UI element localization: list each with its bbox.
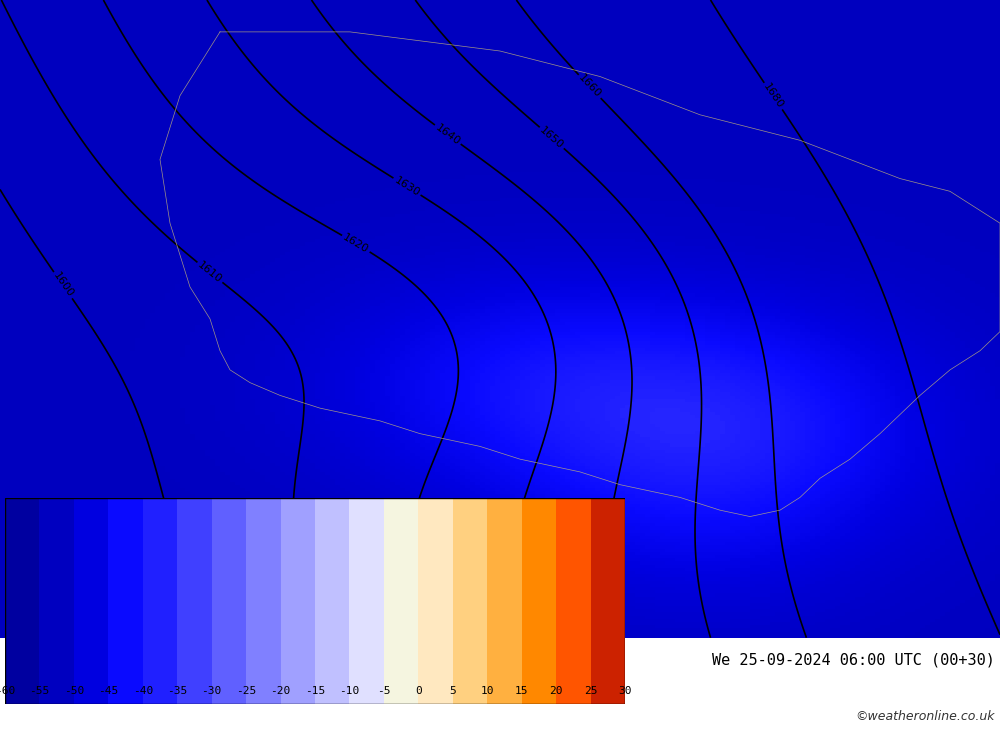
Text: 1650: 1650 — [538, 125, 566, 151]
Text: Height/Temp. 100 hPa [gdmp][°C] NAM: Height/Temp. 100 hPa [gdmp][°C] NAM — [5, 652, 324, 667]
Bar — [453, 498, 487, 704]
Text: 10: 10 — [480, 686, 494, 696]
Bar — [74, 498, 108, 704]
Text: -45: -45 — [98, 686, 118, 696]
Text: -50: -50 — [64, 686, 84, 696]
Bar — [5, 498, 39, 704]
Text: -30: -30 — [202, 686, 222, 696]
Bar — [418, 498, 453, 704]
Bar — [591, 498, 625, 704]
Bar — [349, 498, 384, 704]
Bar — [177, 498, 212, 704]
Bar — [487, 498, 522, 704]
Bar — [556, 498, 591, 704]
Text: -25: -25 — [236, 686, 256, 696]
Text: ©weatheronline.co.uk: ©weatheronline.co.uk — [856, 710, 995, 723]
Text: We 25-09-2024 06:00 UTC (00+30): We 25-09-2024 06:00 UTC (00+30) — [712, 652, 995, 667]
Text: 1600: 1600 — [51, 271, 75, 300]
Bar — [522, 498, 556, 704]
Text: -60: -60 — [0, 686, 15, 696]
Bar — [315, 498, 349, 704]
Bar — [143, 498, 177, 704]
Text: -55: -55 — [29, 686, 50, 696]
Text: -35: -35 — [167, 686, 187, 696]
Text: -10: -10 — [339, 686, 360, 696]
Text: -40: -40 — [133, 686, 153, 696]
Text: 1620: 1620 — [341, 232, 371, 255]
Bar — [281, 498, 315, 704]
Text: 5: 5 — [449, 686, 456, 696]
Bar — [108, 498, 143, 704]
Text: 1680: 1680 — [761, 81, 785, 111]
Text: 20: 20 — [549, 686, 563, 696]
Text: 1610: 1610 — [196, 259, 224, 285]
Bar — [212, 498, 246, 704]
Bar — [39, 498, 74, 704]
Bar — [384, 498, 418, 704]
Text: 15: 15 — [515, 686, 528, 696]
Text: 1640: 1640 — [433, 122, 462, 147]
Text: 1660: 1660 — [576, 73, 603, 100]
Text: 0: 0 — [415, 686, 422, 696]
Text: 1630: 1630 — [393, 175, 422, 198]
Bar — [246, 498, 281, 704]
Text: -20: -20 — [270, 686, 291, 696]
Text: -5: -5 — [377, 686, 391, 696]
Text: 30: 30 — [618, 686, 632, 696]
Text: -15: -15 — [305, 686, 325, 696]
Text: 25: 25 — [584, 686, 597, 696]
